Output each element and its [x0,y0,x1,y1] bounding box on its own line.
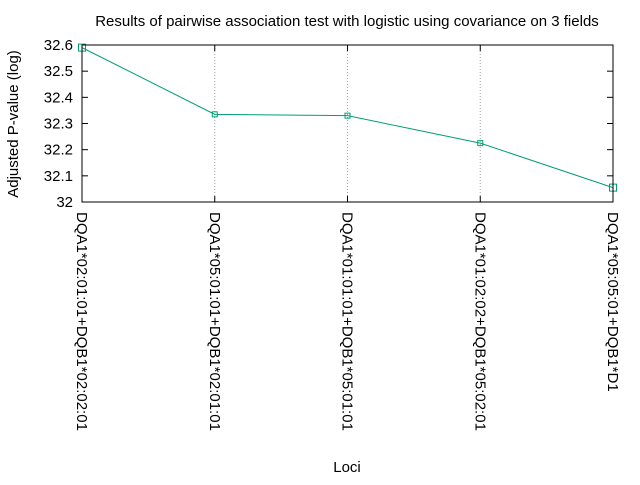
data-point [211,111,218,118]
y-tick-label: 32 [56,194,73,211]
data-point [477,140,484,147]
grid-lines [214,45,481,202]
tick-labels: 32 32.1 32.2 32.3 32.4 32.5 32.6 DQA1*02:01:01+… [44,37,621,431]
y-tick-label: 32.3 [44,116,73,133]
y-tick-label: 32.6 [44,37,73,54]
x-axis-label: Loci [333,459,361,476]
x-tick-label: DQA1*01:01:01+DQB1*05:01:01 [339,212,356,431]
x-tick-label: DQA1*02:01:01+DQB1*02:02:01 [73,212,90,431]
series-line [81,47,614,189]
x-tick-label: DQA1*01:02:02+DQB1*05:02:01 [471,212,488,431]
x-tick-label: DQA1*05:05:01+DQB1*D1 [604,212,621,392]
chart-title: Results of pairwise association test wit… [95,13,599,30]
plot-frame [81,44,614,203]
y-tick-label: 32.1 [44,168,73,185]
y-axis-label: Adjusted P-value (log) [5,50,22,198]
x-tick-label: DQA1*05:01:01+DQB1*02:01:01 [206,212,223,431]
y-tick-label: 32.2 [44,142,73,159]
y-tick-label: 32.5 [44,63,73,80]
y-tick-label: 32.4 [44,89,73,106]
data-point [344,112,351,119]
